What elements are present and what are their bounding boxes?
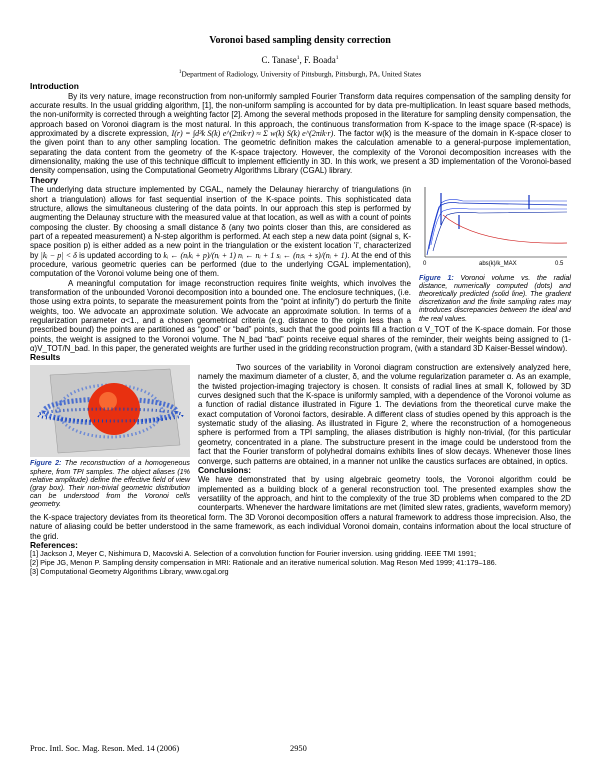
author-mark: 1: [296, 55, 300, 61]
formula: |kᵢ − p| < δ: [40, 250, 77, 260]
section-heading: Introduction: [30, 81, 79, 91]
figure: 0 abs(k)/k_MAX 0.5 Figure 1: Voronoi vol…: [419, 185, 571, 323]
section-heading: Conclusions:: [198, 464, 252, 475]
highlight: [99, 392, 117, 411]
affiliation-text: Department of Radiology, University of P…: [181, 69, 422, 79]
x-end: 0.5: [555, 261, 564, 267]
section-heading: Results: [30, 352, 61, 363]
paragraph: We have demonstrated that by using algeb…: [30, 475, 571, 541]
affiliation: 1Department of Radiology, University of …: [0, 69, 600, 78]
x-start: 0: [423, 261, 427, 267]
curve: [430, 208, 567, 246]
affiliation-mark: 1: [178, 69, 182, 75]
theory-line: [442, 215, 568, 244]
formula: I(r) = ∫d³k S(k) e^(2πik·r) ≈ Σ w(k) S(k…: [171, 128, 334, 138]
text: The underlying data structure implemente…: [30, 185, 411, 260]
aliases: [36, 407, 184, 423]
curve: [428, 199, 567, 250]
figure-label: Figure 1:: [419, 273, 454, 282]
author: C. Tanase: [261, 55, 297, 65]
author: , F. Boada: [299, 55, 336, 65]
figure-caption: Figure 2: The reconstruction of a homoge…: [30, 459, 190, 508]
body: Introduction By its very nature, image r…: [30, 81, 571, 576]
section-heading: Theory: [30, 174, 58, 185]
authors: C. Tanase1, F. Boada1: [0, 55, 600, 65]
paragraph: Two sources of the variability in Vorono…: [198, 363, 571, 466]
figure: Figure 2: The reconstruction of a homoge…: [30, 365, 190, 509]
reference: [2] Pipe JG, Menon P. Sampling density c…: [30, 558, 497, 568]
figure-2-image: [30, 365, 190, 458]
paragraph: By its very nature, image reconstruction…: [30, 92, 571, 176]
reference: [3] Computational Geometry Algorithms Li…: [30, 566, 229, 576]
formula: kᵢ ← (nᵢkᵢ + p)/(nᵢ + 1) nᵢ ← nᵢ + 1 sᵢ …: [163, 250, 348, 260]
figure-label: Figure 2:: [30, 459, 62, 468]
caption-text: Voronoi volume vs. the radial distance, …: [419, 273, 571, 323]
author-mark: 1: [335, 55, 339, 61]
text: . The factor w(k) is the measure of the …: [30, 128, 571, 176]
curve: [426, 202, 568, 256]
text: . At the end of this procedure, various …: [30, 250, 411, 279]
x-label: abs(k)/k_MAX: [479, 261, 517, 267]
footer-journal: Proc. Intl. Soc. Mag. Reson. Med. 14 (20…: [30, 744, 180, 753]
figure-1-plot: 0 abs(k)/k_MAX 0.5: [423, 187, 568, 267]
paragraph: A meaningful computation for image recon…: [30, 278, 571, 354]
title: Voronoi based sampling density correctio…: [209, 35, 391, 46]
footer-page: 2950: [290, 744, 307, 753]
paragraph: The underlying data structure implemente…: [30, 185, 571, 278]
caption-text: The reconstruction of a homogeneous sphe…: [30, 459, 190, 509]
curve: [432, 211, 568, 252]
text: By its very nature, image reconstruction…: [30, 91, 571, 138]
section-heading: References:: [30, 539, 78, 550]
figure-caption: Figure 1: Voronoi volume vs. the radial …: [419, 274, 571, 323]
text: is updated according to: [79, 250, 162, 260]
reference: [1] Jackson J, Meyer C, Nishimura D, Mac…: [30, 549, 476, 559]
